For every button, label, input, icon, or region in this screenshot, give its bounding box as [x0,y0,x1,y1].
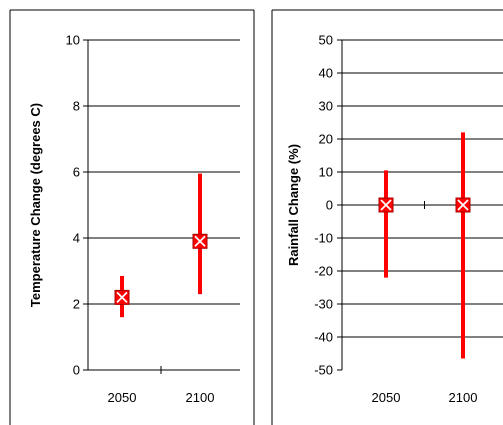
rainfall-x-tick-label: 2050 [372,390,401,405]
rainfall-y-tick-label: 0 [326,198,333,213]
rainfall-x-tick-label: 2100 [449,390,478,405]
rainfall-y-tick-label: -40 [314,330,333,345]
rainfall-y-tick-label: 20 [319,132,333,147]
temperature-y-tick-label: 10 [66,33,80,48]
rainfall-y-tick-label: 10 [319,165,333,180]
rainfall-y-tick-label: -50 [314,363,333,378]
temperature-y-tick-label: 0 [73,363,80,378]
temperature-y-tick-label: 8 [73,99,80,114]
temperature-y-axis-title: Temperature Change (degrees C) [28,103,43,307]
rainfall-y-tick-label: 50 [319,33,333,48]
rainfall-y-tick-label: -20 [314,264,333,279]
temperature-change-chart: 0 2 4 6 8 10 2050 2100 Temperature Change (degre… [10,10,254,425]
temperature-y-tick-label: 6 [73,165,80,180]
rainfall-y-tick-label: 40 [319,66,333,81]
temperature-x-tick-label: 2100 [186,390,215,405]
rainfall-change-chart: -50 -40 -30 -20 -10 0 10 20 30 40 50 2050 2100 Rainfa… [272,10,503,425]
rainfall-y-axis-title: Rainfall Change (%) [286,144,301,266]
temperature-y-tick-label: 2 [73,297,80,312]
temperature-y-tick-label: 4 [73,231,80,246]
rainfall-y-tick-label: 30 [319,99,333,114]
temperature-x-tick-label: 2050 [108,390,137,405]
rainfall-y-tick-label: -30 [314,297,333,312]
rainfall-y-tick-label: -10 [314,231,333,246]
